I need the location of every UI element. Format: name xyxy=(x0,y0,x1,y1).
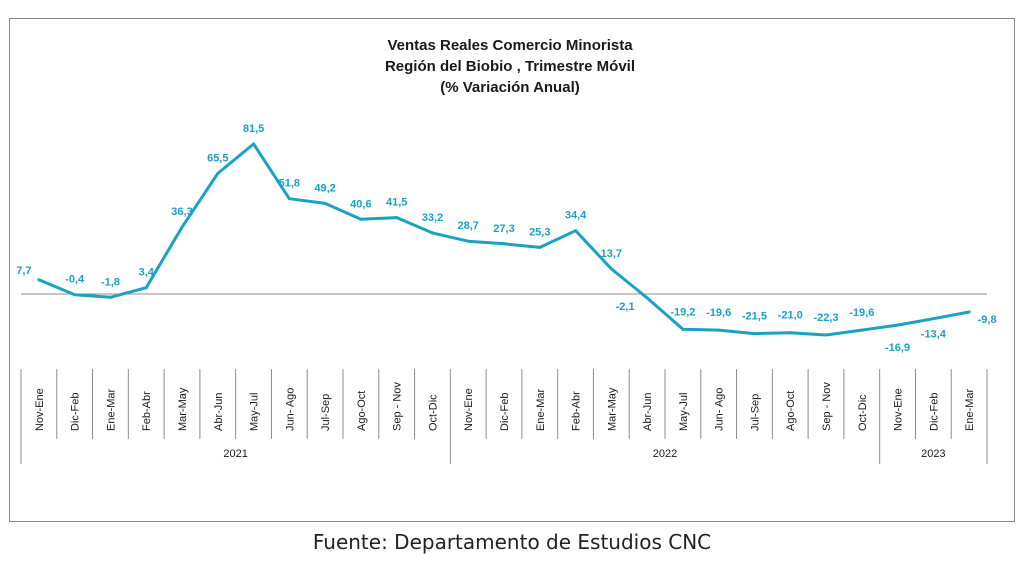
chart-title-line: (% Variación Anual) xyxy=(440,79,579,96)
category-label: Ene-Mar xyxy=(964,388,976,431)
category-label: Sep - Nov xyxy=(821,382,833,431)
category-label: Jun- Ago xyxy=(284,388,296,431)
data-label: 7,7 xyxy=(16,265,31,277)
data-label: 13,7 xyxy=(601,248,622,260)
data-label: 27,3 xyxy=(493,223,514,235)
data-point xyxy=(180,225,184,229)
category-label: Nov-Ene xyxy=(34,388,46,431)
data-label: 28,7 xyxy=(458,220,479,232)
data-point xyxy=(609,267,613,271)
data-label: 51,8 xyxy=(279,178,300,190)
data-point xyxy=(252,142,256,146)
data-label: -1,8 xyxy=(101,276,120,288)
category-label: Ago-Oct xyxy=(356,391,368,431)
series-line xyxy=(37,142,971,337)
category-label: Dic-Feb xyxy=(928,392,940,431)
category-label: Ago-Oct xyxy=(785,391,797,431)
data-labels: 7,7 -0,4 -1,8 3,4 36,3 65,5 81,5 51,8 49,2 40,6 41… xyxy=(16,123,996,354)
data-point xyxy=(752,332,756,336)
data-point xyxy=(896,323,900,327)
data-label: -2,1 xyxy=(616,301,635,313)
year-label: 2021 xyxy=(223,448,247,460)
data-point xyxy=(466,239,470,243)
data-point xyxy=(788,331,792,335)
category-label: May-Jul xyxy=(249,392,261,431)
data-label: -21,5 xyxy=(742,311,767,323)
data-point xyxy=(144,286,148,290)
category-label: Nov-Ene xyxy=(463,388,475,431)
data-point xyxy=(430,231,434,235)
data-label: 3,4 xyxy=(139,267,155,279)
data-label: -13,4 xyxy=(921,329,947,341)
data-point xyxy=(645,296,649,300)
data-label: 40,6 xyxy=(350,198,371,210)
category-label: Mar-May xyxy=(606,387,618,431)
year-label: 2023 xyxy=(921,448,945,460)
category-label: Abr-Jun xyxy=(213,392,225,431)
category-label: Ene-Mar xyxy=(105,388,117,431)
chart-axes xyxy=(20,293,988,464)
data-point xyxy=(287,197,291,201)
data-point xyxy=(502,242,506,246)
category-label: Feb-Abr xyxy=(141,391,153,431)
data-point xyxy=(323,201,327,205)
data-label: 36,3 xyxy=(171,206,192,218)
chart-title-line: Ventas Reales Comercio Minorista xyxy=(387,37,633,54)
category-label: Abr-Jun xyxy=(642,392,654,431)
data-point xyxy=(860,328,864,332)
chart-frame: Ventas Reales Comercio Minorista Región d… xyxy=(9,18,1015,522)
category-labels: Nov-Ene Dic-Feb Ene-Mar Feb-Abr Mar-May Abr-J… xyxy=(34,382,976,431)
data-label: 65,5 xyxy=(207,152,228,164)
category-label: Jul-Sep xyxy=(749,394,761,431)
chart-title: Ventas Reales Comercio Minorista Región d… xyxy=(385,37,635,96)
data-point xyxy=(538,245,542,249)
data-point xyxy=(931,317,935,321)
data-point xyxy=(359,217,363,221)
data-label: -0,4 xyxy=(65,274,85,286)
data-point xyxy=(395,216,399,220)
series-line-group xyxy=(37,142,971,337)
data-point xyxy=(37,278,41,282)
category-label: Jul-Sep xyxy=(320,394,332,431)
category-label: Ene-Mar xyxy=(535,388,547,431)
data-label: -22,3 xyxy=(813,312,838,324)
category-label: May-Jul xyxy=(678,392,690,431)
category-label: Dic-Feb xyxy=(499,392,511,431)
category-label: Mar-May xyxy=(177,387,189,431)
data-point xyxy=(824,333,828,337)
data-label: 49,2 xyxy=(314,182,335,194)
category-label: Jun- Ago xyxy=(714,388,726,431)
data-label: 34,4 xyxy=(565,210,587,222)
category-label: Sep - Nov xyxy=(392,382,404,431)
chart-title-line: Región del Biobio , Trimestre Móvil xyxy=(385,58,635,75)
data-label: -21,0 xyxy=(778,310,803,322)
data-label: -19,6 xyxy=(706,307,731,319)
category-label: Nov-Ene xyxy=(893,388,905,431)
year-labels: 2021 2022 2023 xyxy=(223,448,945,460)
year-label: 2022 xyxy=(653,448,677,460)
data-label: -19,2 xyxy=(670,306,695,318)
data-label: -19,6 xyxy=(849,307,874,319)
line-chart: Ventas Reales Comercio Minorista Región d… xyxy=(16,37,997,464)
category-label: Feb-Abr xyxy=(571,391,583,431)
category-label: Dic-Feb xyxy=(70,392,82,431)
data-label: 25,3 xyxy=(529,226,550,238)
data-label: 33,2 xyxy=(422,212,443,224)
data-point xyxy=(108,295,112,299)
category-label: Oct-Dic xyxy=(857,394,869,431)
source-note: Fuente: Departamento de Estudios CNC xyxy=(312,530,712,554)
category-label: Oct-Dic xyxy=(427,394,439,431)
data-label: -16,9 xyxy=(885,342,910,354)
data-point xyxy=(967,310,971,314)
data-point xyxy=(681,327,685,331)
data-point xyxy=(717,328,721,332)
data-point xyxy=(216,171,220,175)
data-point xyxy=(574,229,578,233)
data-point xyxy=(73,293,77,297)
data-label: 81,5 xyxy=(243,123,264,135)
data-label: -9,8 xyxy=(978,314,997,326)
data-label: 41,5 xyxy=(386,197,407,209)
